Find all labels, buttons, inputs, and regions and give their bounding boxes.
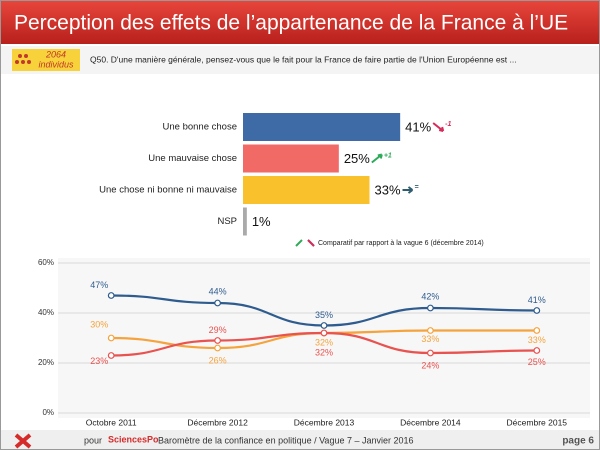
point: [427, 349, 434, 357]
point: [533, 347, 541, 354]
y-tick-label: 0%: [42, 408, 54, 417]
value-label: 33%: [375, 182, 401, 197]
y-tick-label: 60%: [38, 258, 54, 267]
point: [320, 329, 328, 337]
point-label: 26%: [209, 355, 227, 365]
bar: [243, 176, 370, 204]
value-label: 41%: [405, 119, 431, 134]
note-arrow-red: [307, 239, 315, 247]
change-label: =: [415, 184, 419, 191]
change-label: +1: [384, 152, 392, 159]
value-label: 1%: [252, 214, 271, 229]
x-tick-label: Décembre 2012: [187, 417, 248, 427]
point-label: 42%: [421, 291, 439, 301]
category-label: Une mauvaise chose: [148, 153, 237, 164]
point-label: 33%: [528, 335, 546, 345]
footer-pour: pour: [84, 435, 102, 445]
point-label: 25%: [528, 357, 546, 367]
category-label: NSP: [217, 216, 237, 227]
info-bar: [0, 46, 600, 74]
x-tick-label: Décembre 2015: [507, 417, 568, 427]
point-label: 44%: [209, 286, 227, 296]
point: [214, 299, 222, 307]
change-arrow: [371, 153, 383, 164]
title: Perception des effets de l’appartenance …: [14, 12, 568, 35]
point-label: 32%: [315, 347, 333, 357]
x-tick-label: Décembre 2014: [400, 417, 461, 427]
y-tick-label: 40%: [38, 308, 54, 317]
point: [107, 292, 115, 299]
line-chart-bg: [58, 258, 590, 418]
logo-cross: [14, 433, 32, 449]
point-label: 32%: [315, 337, 333, 347]
bar: [243, 207, 247, 236]
sample-box: [12, 49, 80, 71]
point: [427, 304, 434, 312]
point: [320, 322, 328, 329]
point-label: 47%: [90, 280, 108, 290]
line-chart: 0% 20% 40% 60% Octobre 2011 Décembre 2012 Déce…: [38, 258, 590, 427]
sample-unit: individus: [38, 59, 74, 69]
people-icon: [15, 54, 31, 64]
sample-number: 2064: [45, 49, 66, 59]
point: [533, 307, 541, 314]
bar-chart: Une bonne chose 41% -1 Une mauvaise chose 25…: [99, 113, 484, 247]
point-label: 30%: [90, 319, 108, 329]
point: [107, 352, 115, 359]
change-arrow: [432, 122, 445, 132]
point: [533, 327, 541, 334]
point-label: 24%: [421, 360, 439, 370]
change-arrow: [402, 186, 414, 194]
value-label: 25%: [344, 151, 370, 166]
point-label: 29%: [209, 325, 227, 335]
point: [107, 334, 115, 342]
y-tick-label: 20%: [38, 358, 54, 367]
point-label: 41%: [528, 295, 546, 305]
x-tick-label: Octobre 2011: [86, 417, 137, 427]
footer-bar: [0, 430, 600, 450]
bar: [243, 113, 401, 141]
bar: [243, 144, 339, 173]
category-label: Une chose ni bonne ni mauvaise: [99, 185, 237, 196]
point: [214, 344, 222, 352]
change-label: -1: [445, 121, 451, 128]
note: Comparatif par rapport à la vague 6 (déc…: [318, 240, 484, 247]
point: [214, 337, 222, 344]
point-label: 23%: [90, 356, 108, 366]
x-tick-label: Décembre 2013: [294, 417, 355, 427]
point: [427, 327, 434, 334]
footer-brand: SciencesPo: [108, 434, 159, 444]
footer-text: Baromètre de la confiance en politique /…: [158, 435, 414, 445]
category-label: Une bonne chose: [163, 122, 237, 133]
question: Q50. D'une manière générale, pensez-vous…: [90, 54, 517, 64]
title-bar: [0, 0, 600, 44]
page-number: page 6: [562, 436, 594, 447]
point-label: 33%: [421, 334, 439, 344]
point-label: 35%: [315, 310, 333, 320]
